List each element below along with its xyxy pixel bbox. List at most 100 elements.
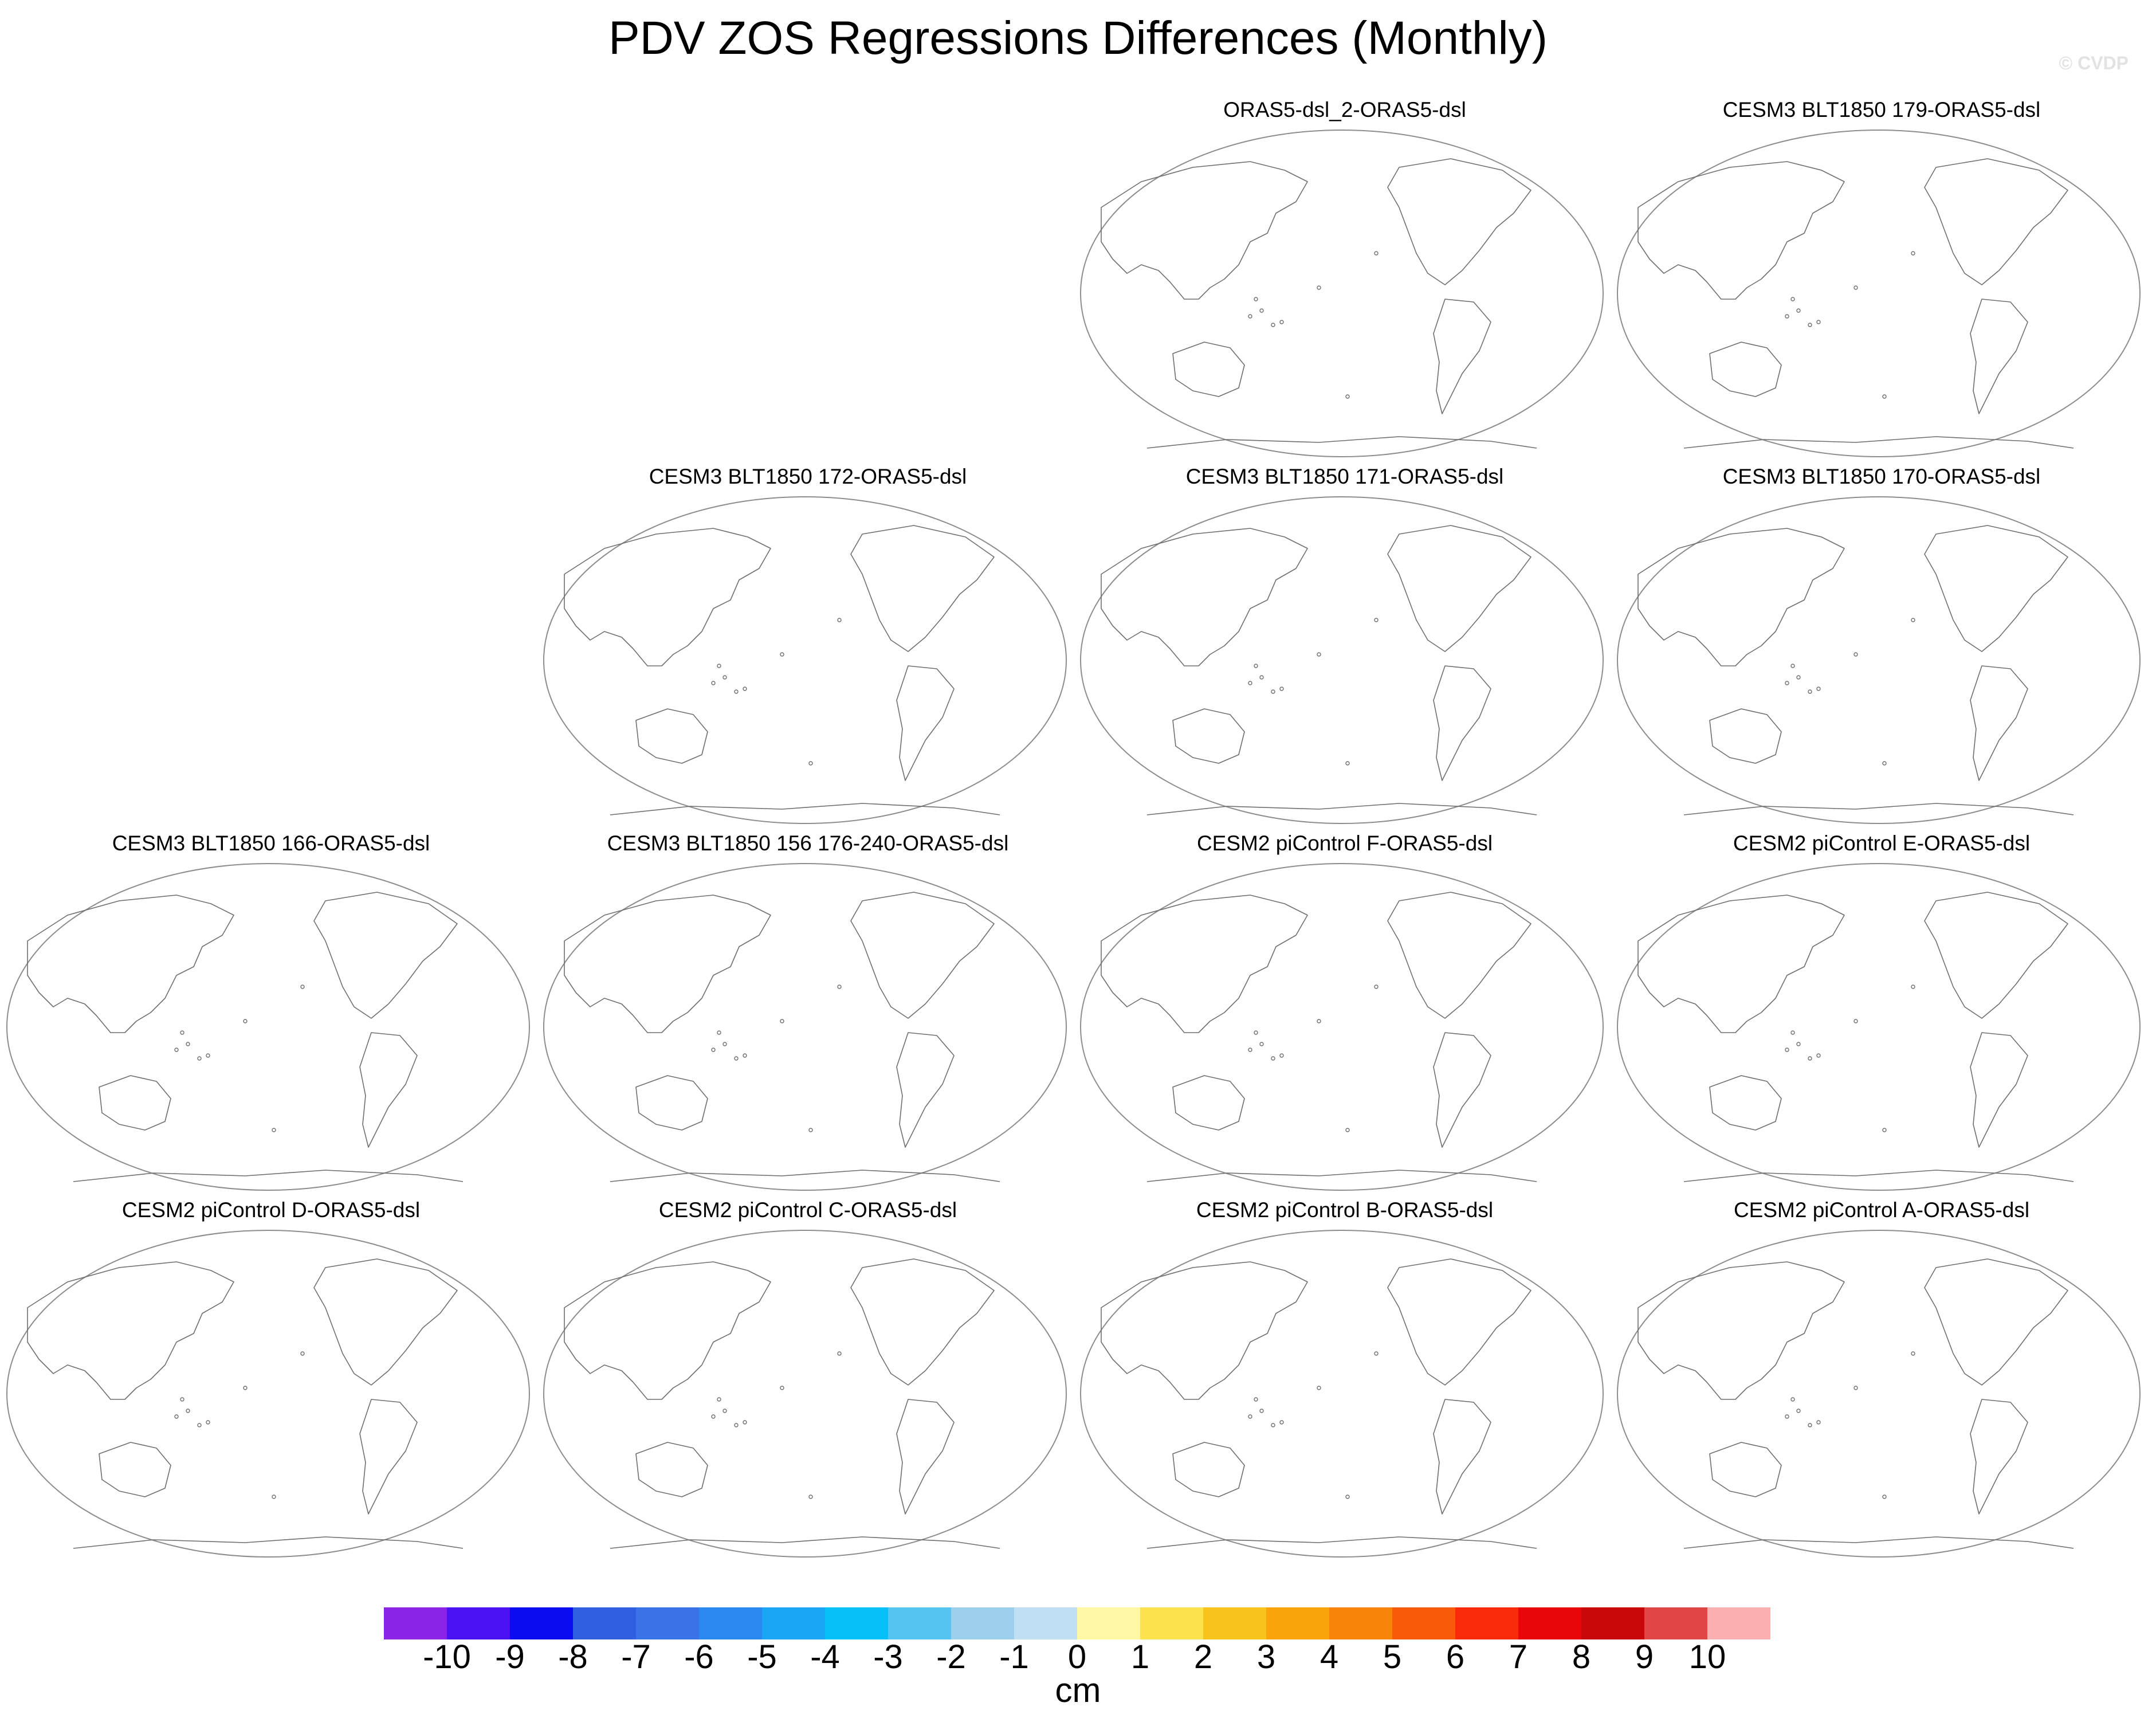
world-map [1617,1230,2141,1558]
coastline [850,525,995,652]
map-panel: CESM2 piControl A-ORAS5-dsl [1615,1198,2148,1564]
coastline [1924,158,2068,285]
colorbar-box [447,1607,510,1639]
coastline [1172,342,1245,397]
panel-title: CESM3 BLT1850 171-ORAS5-dsl [1185,465,1504,488]
island [1816,1420,1821,1425]
coastline [1637,528,1845,666]
panel-title: CESM3 BLT1850 172-ORAS5-dsl [649,465,967,488]
colorbar-tick-label: 0 [1068,1638,1086,1670]
colorbar-box [1644,1607,1707,1639]
island [808,1128,813,1132]
colorbar-tick-label: 1 [1131,1638,1149,1670]
island [1853,1019,1858,1023]
island [197,1056,202,1061]
colorbar-box [1329,1607,1392,1639]
island [1882,394,1887,399]
coastline [1172,1075,1245,1131]
chart-title: PDV ZOS Regressions Differences (Monthly… [608,12,1548,64]
coastline [99,1075,171,1131]
island [1911,1351,1915,1356]
coastline [564,1261,771,1400]
coastline [313,1258,458,1386]
coastline [1101,1261,1308,1400]
world-map [1080,1230,1604,1558]
island [837,618,842,622]
coastline [1433,299,1491,414]
island [1790,664,1795,668]
colorbar-tick-label: 8 [1572,1638,1591,1670]
island [1790,1030,1795,1035]
island [1279,320,1284,324]
colorbar-tick-label: 6 [1446,1638,1464,1670]
island [1271,689,1275,694]
island [717,1397,721,1402]
colorbar-tick-label: 10 [1689,1638,1726,1670]
panel-title: CESM3 BLT1850 170-ORAS5-dsl [1722,465,2041,488]
coastline [1146,1536,1537,1549]
island [1374,618,1379,622]
island [1345,761,1350,766]
colorbar: -10 -9 -8 -7 -6 -5 -4 -3 -2 -1 0 1 2 3 4 5 6 7 8 9 10 [384,1607,1770,1670]
coastline [73,1536,464,1549]
colorbar-box [1518,1607,1581,1639]
coastline [1924,892,2068,1019]
colorbar-box [1014,1607,1077,1639]
island [743,687,747,691]
island [1853,652,1858,657]
coastline [1433,1399,1491,1515]
coastline [1387,525,1531,652]
island [722,1409,727,1413]
map-panel: ORAS5-dsl_2-ORAS5-dsl [1078,97,1611,464]
island [711,1414,716,1419]
island [1248,1414,1252,1419]
island [1254,1397,1258,1402]
island [1317,652,1321,657]
colorbar-box [573,1607,636,1639]
coastline [1709,708,1782,764]
panel-title: CESM3 BLT1850 166-ORAS5-dsl [112,831,430,855]
coastline [610,1536,1000,1549]
island [1808,1056,1812,1061]
island [808,1494,813,1499]
island [206,1053,210,1058]
panel-title: CESM3 BLT1850 156 176-240-ORAS5-dsl [607,831,1009,855]
coastline [635,1442,708,1497]
island [1317,285,1321,290]
coastline [359,1399,418,1515]
coastline [610,803,1000,815]
island [272,1128,276,1132]
coastline [1146,1170,1537,1182]
colorbar-tick-label: 3 [1257,1638,1275,1670]
world-map [6,863,530,1191]
coastline [1709,1075,1782,1131]
map-panel: CESM2 piControl F-ORAS5-dsl [1078,831,1611,1198]
island [1374,1351,1379,1356]
colorbar-tick-label: 4 [1320,1638,1338,1670]
island [1796,1042,1801,1046]
colorbar-tick-label: 5 [1383,1638,1401,1670]
colorbar-tick-label: -6 [684,1638,714,1670]
globe-outline [6,1230,530,1558]
globe-outline [543,496,1067,824]
world-map [1080,863,1604,1191]
island [722,675,727,680]
island [1808,1423,1812,1427]
colorbar-tick-label: -5 [747,1638,777,1670]
globe-outline [543,863,1067,1191]
island [1254,1030,1258,1035]
coastline [896,665,955,781]
island [1853,285,1858,290]
island [1374,984,1379,989]
island [1248,1048,1252,1052]
world-map [1080,130,1604,457]
island [1816,687,1821,691]
panel-title: CESM2 piControl B-ORAS5-dsl [1196,1198,1494,1222]
coastline [564,528,771,666]
cvdp-watermark: © CVDP [2059,53,2128,73]
map-panel: CESM3 BLT1850 156 176-240-ORAS5-dsl [541,831,1074,1198]
coastline [1709,342,1782,397]
colorbar-box [1077,1607,1140,1639]
island [1911,251,1915,256]
island [1259,1042,1264,1046]
